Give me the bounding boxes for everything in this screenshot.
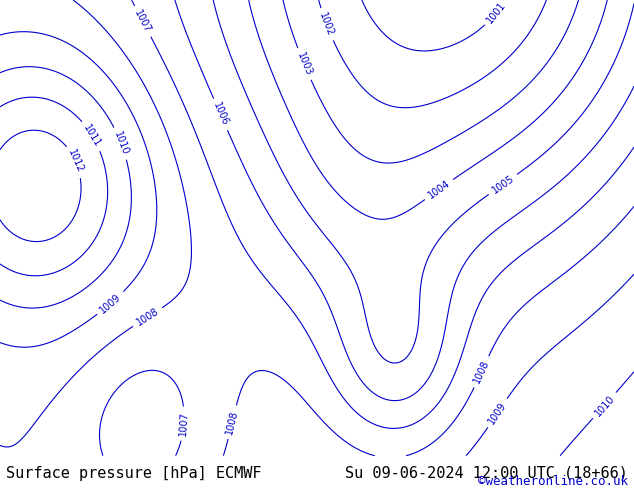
Text: 1007: 1007	[133, 8, 153, 35]
Text: Su 09-06-2024 12:00 UTC (18+66): Su 09-06-2024 12:00 UTC (18+66)	[345, 466, 628, 481]
Text: 1010: 1010	[112, 130, 130, 156]
Text: Surface pressure [hPa] ECMWF: Surface pressure [hPa] ECMWF	[6, 466, 262, 481]
Text: 1012: 1012	[66, 148, 85, 175]
Text: 1009: 1009	[98, 292, 123, 315]
Text: 1004: 1004	[426, 178, 452, 201]
Text: 1002: 1002	[318, 11, 335, 38]
Text: 1003: 1003	[295, 51, 313, 77]
Text: ©weatheronline.co.uk: ©weatheronline.co.uk	[477, 475, 628, 488]
Text: 1006: 1006	[211, 101, 230, 127]
Text: 1001: 1001	[485, 0, 508, 25]
Text: 1008: 1008	[224, 409, 240, 435]
Text: 1011: 1011	[82, 122, 103, 148]
Text: 1009: 1009	[486, 400, 508, 426]
Text: 1005: 1005	[490, 173, 516, 196]
Text: 1008: 1008	[134, 306, 160, 328]
Text: 1007: 1007	[178, 411, 190, 436]
Text: 1010: 1010	[593, 393, 616, 418]
Text: 1008: 1008	[472, 359, 491, 385]
